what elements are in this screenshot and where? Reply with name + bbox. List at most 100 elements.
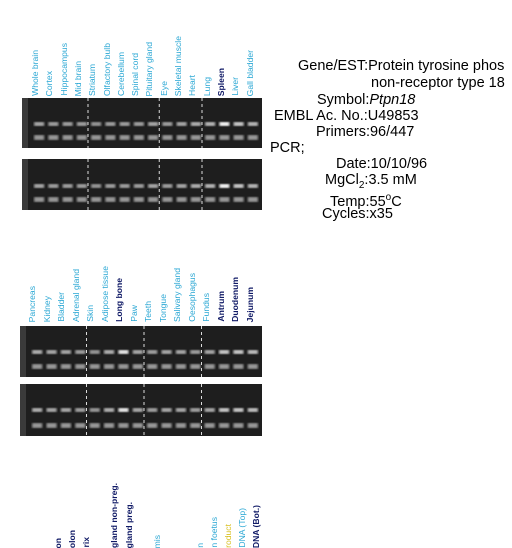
gel-lower-band: [61, 364, 71, 369]
embl-value: U49853: [368, 108, 419, 124]
lane-label: mis: [152, 535, 163, 548]
gel-product-band: [91, 184, 101, 188]
lane-label: on: [53, 538, 64, 548]
lane-label: Eye: [159, 81, 170, 96]
gel-lower-band: [248, 423, 258, 428]
mgcl-key: MgCl: [325, 172, 359, 188]
gel-product-band: [48, 184, 58, 188]
gel-product-band: [61, 350, 71, 354]
primers-value: 96/447: [370, 124, 414, 140]
lane-label: Striatum: [87, 64, 98, 96]
gel-lower-band: [120, 135, 130, 140]
gel-product-band: [120, 184, 130, 188]
lane-label: gland non-preg.: [109, 483, 120, 548]
date-value: 10/10/96: [371, 156, 427, 172]
gel-lower-band: [134, 197, 144, 202]
gel-lower-band: [63, 135, 73, 140]
gel-well-strip: [20, 326, 26, 377]
gel-product-band: [104, 408, 114, 412]
lane-label: Teeth: [143, 301, 154, 322]
lane-label: Oesophagus: [187, 273, 198, 322]
gel-lower-band: [191, 135, 201, 140]
gel-product-band: [219, 408, 229, 412]
gel-well-strip: [20, 384, 26, 436]
primers-key: Primers:: [316, 124, 370, 140]
gel-product-band: [162, 408, 172, 412]
gel-product-band: [90, 408, 100, 412]
lane-label: Olfactory bulb: [102, 43, 113, 96]
gel-lower-band: [34, 135, 44, 140]
gel-lower-band: [191, 197, 201, 202]
gel-product-band: [133, 408, 143, 412]
gel-product-band: [191, 184, 201, 188]
panel2-gel-top: [20, 326, 262, 377]
gel-lower-band: [61, 423, 71, 428]
gel-product-band: [133, 350, 143, 354]
gel-lower-band: [133, 423, 143, 428]
gel-product-band: [248, 122, 258, 126]
gel-product-band: [233, 408, 243, 412]
lane-label: gland preg.: [124, 502, 135, 548]
gel-lower-band: [248, 197, 258, 202]
panel2-gel-bottom: [20, 384, 262, 436]
gel-product-band: [219, 122, 229, 126]
gel-lower-band: [162, 135, 172, 140]
gel-product-band: [105, 184, 115, 188]
symbol-row: Symbol:Ptpn18: [317, 92, 415, 109]
gel-lower-band: [104, 364, 114, 369]
lane-label: Hippocampus: [59, 43, 70, 96]
gel-well-strip: [22, 98, 28, 148]
gel-lower-band: [48, 197, 58, 202]
lane-label: rix: [81, 537, 92, 548]
lane-label: DNA (Bot.): [251, 505, 262, 548]
gel-lower-band: [219, 197, 229, 202]
gel-product-band: [205, 350, 215, 354]
lane-label: Skin: [85, 305, 96, 322]
gel-product-band: [219, 184, 229, 188]
gel-well-strip: [22, 159, 28, 210]
gel-product-band: [205, 184, 215, 188]
lane-label: Skeletal muscle: [173, 36, 184, 96]
gel-product-band: [48, 122, 58, 126]
gel-product-band: [75, 408, 85, 412]
gel-lower-band: [190, 423, 200, 428]
gel-lower-band: [32, 423, 42, 428]
gel-product-band: [177, 122, 187, 126]
lane-label: Antrum: [216, 291, 227, 322]
gel-lower-band: [219, 364, 229, 369]
gel-product-band: [90, 350, 100, 354]
gel-lower-band: [90, 364, 100, 369]
gel-lower-band: [105, 197, 115, 202]
gel-product-band: [190, 350, 200, 354]
cycles-key: Cycles:: [322, 206, 370, 222]
gel-product-band: [120, 122, 130, 126]
date-row: Date:10/10/96: [336, 156, 427, 173]
gel-lower-band: [148, 197, 158, 202]
gel-lower-band: [90, 423, 100, 428]
gel-lower-band: [118, 423, 128, 428]
gel-lower-band: [176, 364, 186, 369]
gel-lower-band: [205, 423, 215, 428]
gel-product-band: [63, 184, 73, 188]
gel-product-band: [34, 184, 44, 188]
gel-product-band: [177, 184, 187, 188]
gel-lower-band: [133, 364, 143, 369]
gel-lower-band: [91, 197, 101, 202]
embl-row: EMBL Ac. No.:U49853: [274, 108, 419, 125]
gel-lower-band: [190, 364, 200, 369]
mgcl-value: 3.5 mM: [368, 172, 416, 188]
gel-lower-band: [177, 197, 187, 202]
gel-product-band: [34, 122, 44, 126]
gel-product-band: [134, 184, 144, 188]
gel-lower-band: [176, 423, 186, 428]
pcr-heading: PCR;: [270, 140, 305, 157]
gel-product-band: [248, 350, 258, 354]
symbol-key: Symbol:: [317, 92, 369, 108]
gel-product-band: [61, 408, 71, 412]
gel-lower-band: [118, 364, 128, 369]
gel-lower-band: [63, 197, 73, 202]
gel-product-band: [248, 184, 258, 188]
gel-product-band: [205, 408, 215, 412]
gel-product-band: [47, 408, 57, 412]
